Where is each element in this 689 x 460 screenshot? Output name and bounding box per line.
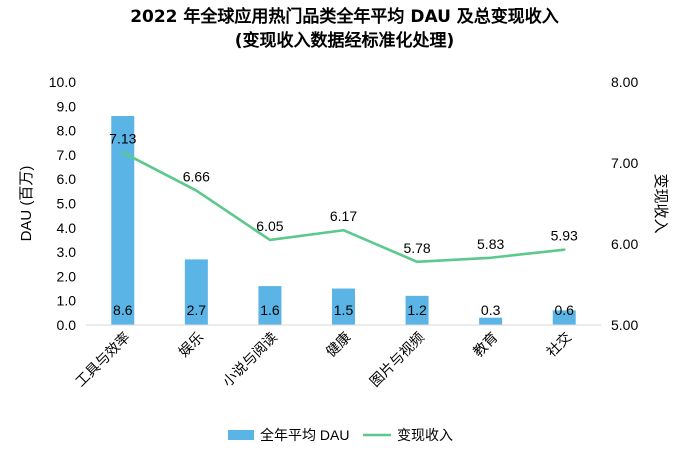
y-right-axis-title: 变现收入	[652, 173, 669, 233]
line-data-label: 5.93	[551, 228, 578, 244]
bar-data-label: 8.6	[113, 302, 133, 318]
y-tick-label: 9.0	[57, 98, 77, 114]
x-tick-label: 健康	[323, 329, 354, 360]
y-right-tick-label: 5.00	[611, 317, 638, 333]
y-tick-label: 1.0	[57, 293, 77, 309]
y-right-tick-label: 8.00	[611, 74, 638, 90]
line-data-label: 6.66	[183, 169, 210, 185]
bar-data-label: 0.3	[481, 302, 501, 318]
x-tick-label: 教育	[470, 329, 501, 360]
y-tick-label: 3.0	[57, 244, 77, 260]
bar-7	[552, 310, 576, 325]
legend-label-revenue: 变现收入	[397, 427, 453, 443]
y-tick-label: 6.0	[57, 171, 77, 187]
bar-data-label: 1.5	[334, 302, 354, 318]
chart-title: 2022 年全球应用热门品类全年平均 DAU 及总变现收入	[130, 7, 559, 27]
line-data-label: 5.78	[403, 240, 430, 256]
x-tick-label: 小说与阅读	[219, 329, 280, 390]
y-right-tick-label: 6.00	[611, 236, 638, 252]
revenue-line	[121, 151, 566, 264]
y-tick-label: 5.0	[57, 196, 77, 212]
line-data-label: 6.17	[330, 208, 357, 224]
bar-4	[332, 288, 355, 325]
x-tick-label: 娱乐	[175, 329, 206, 360]
y-tick-label: 0.0	[57, 317, 77, 333]
y-tick-label: 10.0	[49, 74, 76, 90]
line-data-label: 7.13	[109, 130, 136, 146]
legend-swatch-dau	[228, 430, 254, 440]
y-tick-label: 7.0	[57, 147, 77, 163]
y-right-tick-label: 7.00	[611, 155, 638, 171]
y-axis-title: DAU (百万)	[18, 166, 35, 242]
bar-data-label: 1.6	[260, 302, 280, 318]
x-tick-label: 图片与视频	[366, 329, 427, 390]
x-tick-label: 社交	[543, 329, 574, 360]
y-tick-label: 4.0	[57, 220, 77, 236]
bar-data-label: 0.6	[554, 302, 574, 318]
bar-2	[184, 259, 208, 325]
bar-5	[405, 295, 429, 325]
legend-label-dau: 全年平均 DAU	[260, 427, 349, 443]
chart-subtitle: (变现收入数据经标准化处理)	[234, 31, 455, 51]
line-data-label: 5.83	[477, 236, 504, 252]
bar-3	[258, 286, 282, 325]
bar-data-label: 1.2	[407, 302, 427, 318]
y-tick-label: 8.0	[57, 123, 77, 139]
bar-6	[479, 317, 503, 325]
y-tick-label: 2.0	[57, 268, 77, 284]
bar-1	[111, 116, 135, 326]
bar-data-label: 2.7	[187, 302, 207, 318]
line-data-label: 6.05	[256, 218, 283, 234]
x-tick-label: 工具与效率	[72, 329, 133, 390]
